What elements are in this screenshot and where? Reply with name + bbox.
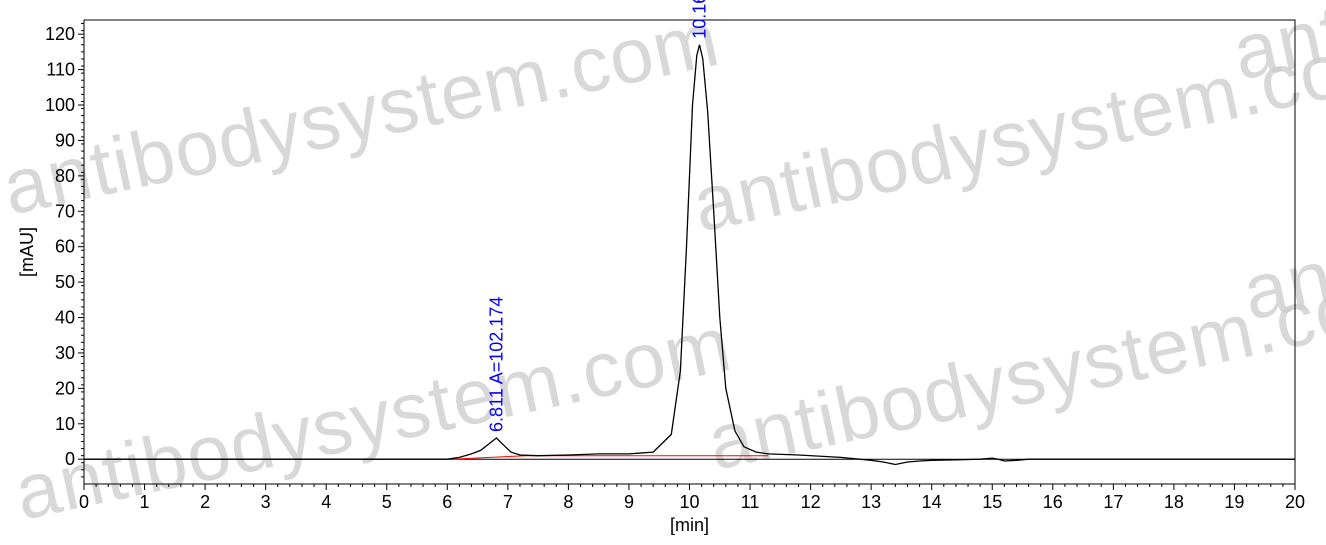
x-tick-label: 7 [503, 492, 513, 512]
y-tick-label: 70 [55, 201, 75, 221]
y-tick-label: 20 [55, 378, 75, 398]
watermark-text: antibodysystem.com [1225, 0, 1326, 97]
watermark-text: antibodysystem.com [1235, 99, 1326, 337]
y-tick-label: 110 [46, 60, 75, 80]
peak-label: 6.811 A=102.174 [486, 297, 506, 432]
x-tick-label: 3 [261, 492, 271, 512]
x-tick-label: 2 [200, 492, 210, 512]
x-tick-label: 1 [140, 492, 150, 512]
x-tick-label: 9 [624, 492, 634, 512]
peak-annotations: 6.811 A=102.174 10.165 A=2647.098 [486, 0, 709, 432]
y-tick-label: 100 [45, 95, 75, 115]
x-tick-label: 15 [982, 492, 1002, 512]
y-tick-label: 90 [55, 130, 75, 150]
x-axis: 0 1 2 3 4 5 6 7 8 9 10 11 12 13 14 15 16 17 18 19 20 [79, 484, 1305, 512]
x-tick-label: 0 [79, 492, 89, 512]
y-axis-title: [mAU] [17, 227, 37, 277]
x-tick-label: 4 [321, 492, 331, 512]
watermark-text: antibodysystem.com [0, 0, 727, 232]
x-tick-label: 17 [1103, 492, 1123, 512]
x-tick-label: 10 [679, 492, 699, 512]
y-tick-label: 50 [55, 272, 75, 292]
peak-label: 10.165 A=2647.098 [689, 0, 709, 39]
x-tick-label: 6 [442, 492, 452, 512]
x-tick-label: 11 [741, 492, 760, 512]
y-tick-label: 40 [55, 308, 75, 328]
x-tick-label: 14 [922, 492, 942, 512]
x-tick-label: 13 [861, 492, 881, 512]
x-tick-label: 8 [563, 492, 573, 512]
x-tick-label: 19 [1224, 492, 1244, 512]
y-tick-label: 0 [65, 449, 75, 469]
y-tick-label: 30 [55, 343, 75, 363]
x-tick-label: 16 [1043, 492, 1063, 512]
y-tick-label: 10 [55, 414, 75, 434]
y-axis: 0 10 20 30 40 50 60 70 80 90 100 110 120 [45, 23, 84, 478]
x-tick-label: 5 [382, 492, 392, 512]
watermark-text: antibodysystem.com [700, 249, 1326, 487]
y-tick-label: 120 [45, 24, 75, 44]
x-tick-label: 18 [1164, 492, 1184, 512]
y-tick-label: 80 [55, 166, 75, 186]
watermark-text: antibodysystem.com [685, 11, 1326, 249]
x-axis-title: [min] [670, 515, 709, 535]
signal-series [84, 44, 1295, 466]
y-tick-label: 60 [55, 237, 75, 257]
baseline-series [450, 455, 769, 460]
x-tick-label: 20 [1285, 492, 1305, 512]
x-tick-label: 12 [801, 492, 821, 512]
